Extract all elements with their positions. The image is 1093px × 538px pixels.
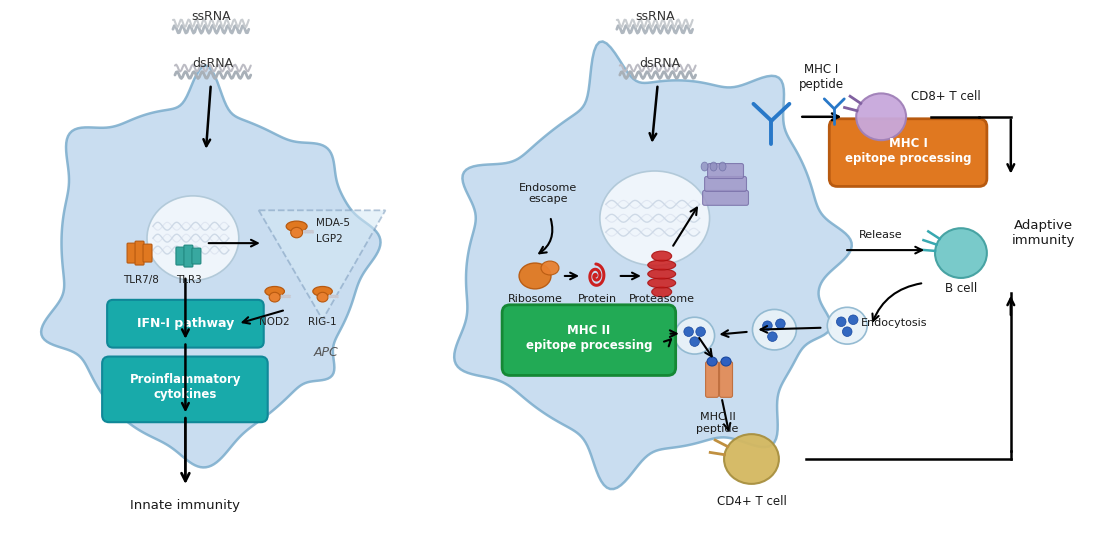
Text: MHC II
epitope processing: MHC II epitope processing bbox=[526, 324, 653, 352]
Text: Protein: Protein bbox=[578, 294, 618, 304]
Circle shape bbox=[848, 315, 858, 324]
Text: MDA-5: MDA-5 bbox=[316, 218, 350, 228]
Ellipse shape bbox=[541, 261, 559, 275]
Polygon shape bbox=[259, 210, 386, 320]
Ellipse shape bbox=[148, 196, 238, 280]
FancyBboxPatch shape bbox=[143, 244, 152, 262]
Ellipse shape bbox=[827, 307, 867, 344]
Text: MHC I
peptide: MHC I peptide bbox=[799, 63, 844, 91]
Text: MHC I
epitope processing: MHC I epitope processing bbox=[845, 137, 972, 165]
Text: RIG-1: RIG-1 bbox=[308, 317, 337, 327]
Circle shape bbox=[843, 327, 853, 336]
Ellipse shape bbox=[648, 278, 675, 288]
Ellipse shape bbox=[701, 162, 708, 171]
FancyBboxPatch shape bbox=[703, 190, 749, 206]
Text: MHC II
peptide: MHC II peptide bbox=[696, 412, 739, 434]
FancyBboxPatch shape bbox=[705, 176, 747, 192]
Ellipse shape bbox=[674, 317, 715, 354]
Text: APC: APC bbox=[314, 346, 338, 359]
FancyBboxPatch shape bbox=[184, 245, 192, 267]
Ellipse shape bbox=[724, 434, 779, 484]
Text: Endosome
escape: Endosome escape bbox=[519, 182, 577, 204]
Ellipse shape bbox=[935, 228, 987, 278]
Text: CD8+ T cell: CD8+ T cell bbox=[912, 90, 980, 103]
Text: Adaptive
immunity: Adaptive immunity bbox=[1012, 219, 1076, 247]
Circle shape bbox=[690, 337, 700, 346]
Text: B cell: B cell bbox=[944, 282, 977, 295]
Ellipse shape bbox=[519, 263, 551, 289]
Ellipse shape bbox=[651, 251, 672, 261]
Text: TLR7/8: TLR7/8 bbox=[124, 275, 158, 285]
Ellipse shape bbox=[710, 162, 717, 171]
Ellipse shape bbox=[286, 221, 307, 231]
Ellipse shape bbox=[651, 287, 672, 297]
Text: dsRNA: dsRNA bbox=[192, 56, 234, 69]
Text: TLR3: TLR3 bbox=[176, 275, 202, 285]
FancyBboxPatch shape bbox=[706, 362, 718, 398]
Ellipse shape bbox=[752, 309, 797, 350]
Ellipse shape bbox=[313, 286, 332, 296]
Ellipse shape bbox=[265, 286, 284, 296]
Ellipse shape bbox=[600, 171, 709, 266]
Text: Release: Release bbox=[859, 230, 903, 240]
FancyBboxPatch shape bbox=[830, 119, 987, 187]
Text: ssRNA: ssRNA bbox=[635, 10, 674, 23]
FancyBboxPatch shape bbox=[102, 357, 268, 422]
Text: Proteasome: Proteasome bbox=[628, 294, 695, 304]
Polygon shape bbox=[455, 41, 851, 489]
Ellipse shape bbox=[648, 260, 675, 270]
Polygon shape bbox=[42, 66, 380, 468]
FancyBboxPatch shape bbox=[192, 248, 201, 264]
Ellipse shape bbox=[856, 94, 906, 140]
Ellipse shape bbox=[269, 292, 280, 302]
Ellipse shape bbox=[721, 357, 731, 366]
Circle shape bbox=[776, 319, 785, 329]
Ellipse shape bbox=[648, 269, 675, 279]
FancyBboxPatch shape bbox=[127, 243, 136, 263]
Circle shape bbox=[696, 327, 705, 336]
Circle shape bbox=[767, 332, 777, 342]
Text: dsRNA: dsRNA bbox=[639, 56, 680, 69]
Circle shape bbox=[684, 327, 693, 336]
FancyBboxPatch shape bbox=[107, 300, 263, 348]
Text: IFN-I pathway: IFN-I pathway bbox=[137, 317, 234, 330]
Text: CD4+ T cell: CD4+ T cell bbox=[717, 495, 787, 508]
FancyBboxPatch shape bbox=[719, 362, 732, 398]
Ellipse shape bbox=[719, 162, 726, 171]
Circle shape bbox=[836, 317, 846, 327]
Ellipse shape bbox=[317, 292, 328, 302]
FancyBboxPatch shape bbox=[707, 164, 743, 179]
Text: Innate immunity: Innate immunity bbox=[130, 499, 240, 512]
Text: LGP2: LGP2 bbox=[316, 234, 342, 244]
Text: ssRNA: ssRNA bbox=[191, 10, 231, 23]
Text: NOD2: NOD2 bbox=[259, 317, 290, 327]
Circle shape bbox=[763, 321, 773, 330]
FancyBboxPatch shape bbox=[502, 305, 675, 376]
FancyBboxPatch shape bbox=[176, 247, 185, 265]
Text: Ribosome: Ribosome bbox=[507, 294, 563, 304]
Text: Endocytosis: Endocytosis bbox=[861, 318, 927, 328]
Ellipse shape bbox=[707, 357, 717, 366]
FancyBboxPatch shape bbox=[136, 241, 144, 265]
Text: Proinflammatory
cytokines: Proinflammatory cytokines bbox=[130, 373, 242, 401]
Ellipse shape bbox=[291, 228, 303, 238]
